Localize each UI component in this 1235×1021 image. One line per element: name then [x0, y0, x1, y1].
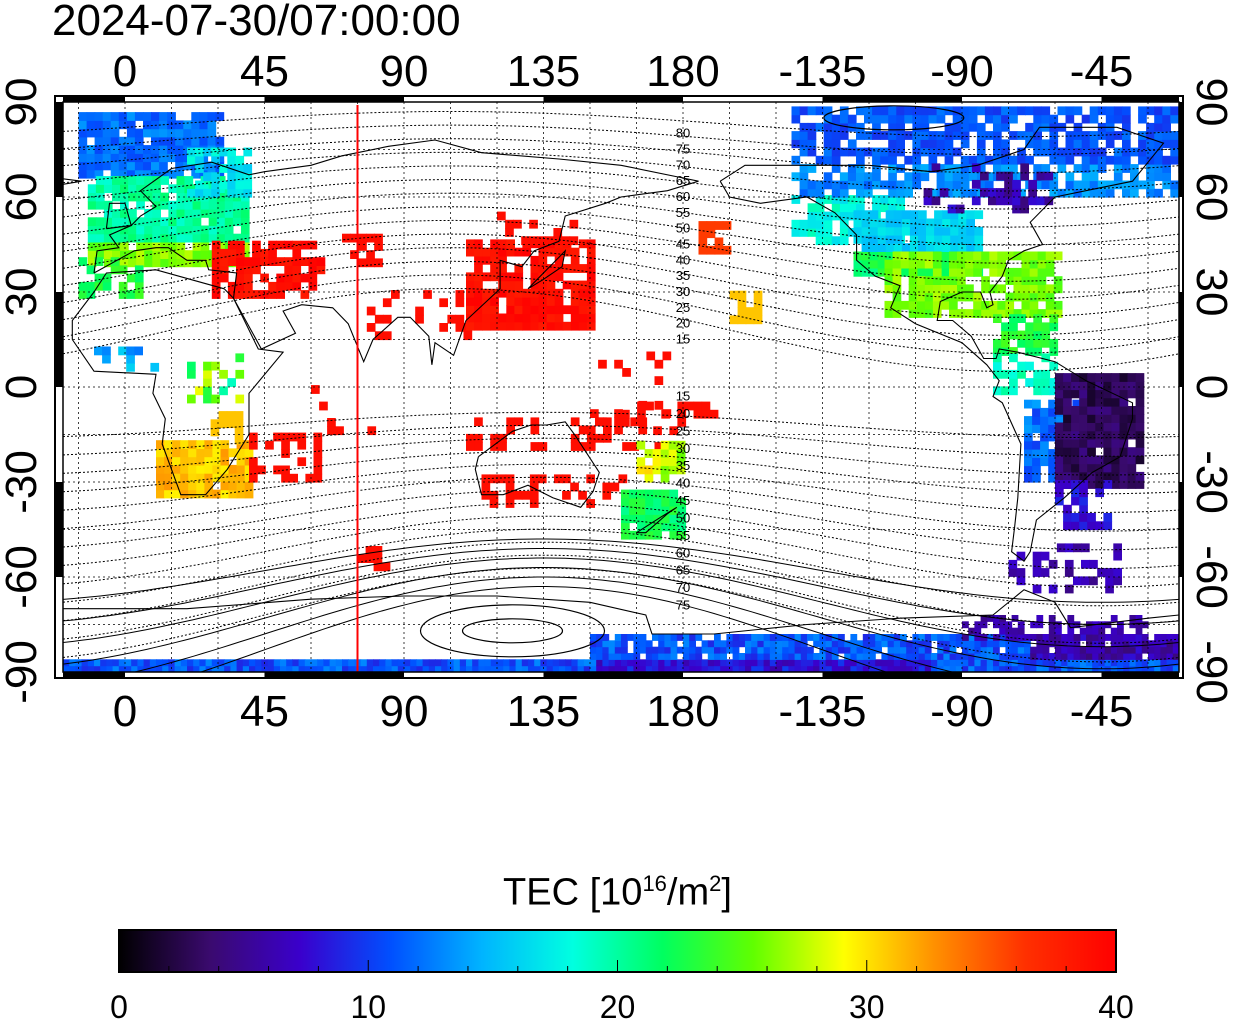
- lon-tick-label: 45: [240, 47, 289, 96]
- lat-tick-label: 30: [0, 268, 46, 317]
- colorbar-labels: 0 10 20 30 40: [110, 989, 1134, 1021]
- lon-tick-label: 180: [646, 687, 719, 736]
- lat-tick-label: -60: [0, 545, 46, 609]
- contour-value-label: 30: [676, 441, 690, 456]
- lat-tick-label: -60: [1187, 545, 1235, 609]
- map-timestamp: 2024-07-30/07:00:00: [52, 0, 461, 45]
- lon-tick-label: -135: [778, 47, 866, 96]
- contour-value-label: 15: [676, 389, 690, 404]
- lat-tick-labels-right: 90 60 30 0 -30 -60 -90: [1187, 78, 1235, 704]
- contour-value-label: 35: [676, 268, 690, 283]
- lon-tick-label: -90: [930, 47, 994, 96]
- lon-tick-label: 135: [507, 47, 580, 96]
- contour-value-label: 65: [676, 563, 690, 578]
- lon-tick-label: 135: [507, 687, 580, 736]
- colorbar-tick-label: 0: [110, 989, 128, 1021]
- contour-value-label: 70: [676, 580, 690, 595]
- contour-value-label: 75: [676, 142, 690, 157]
- lat-tick-label: 0: [1187, 375, 1235, 399]
- lon-tick-labels-bottom: 0 45 90 135 180 -135 -90 -45: [113, 687, 1134, 736]
- lon-tick-labels-top: 0 45 90 135 180 -135 -90 -45: [113, 47, 1134, 96]
- lon-tick-label: 0: [113, 687, 137, 736]
- lon-tick-label: -135: [778, 687, 866, 736]
- lat-tick-label: 0: [0, 375, 46, 399]
- contour-value-label: 15: [676, 332, 690, 347]
- lon-tick-label: -45: [1070, 47, 1134, 96]
- contour-value-label: 20: [676, 406, 690, 421]
- tec-world-map: 8075706560555045403530252015152025303540…: [0, 47, 1235, 736]
- contour-value-label: 35: [676, 458, 690, 473]
- contour-value-label: 25: [676, 300, 690, 315]
- contour-value-label: 75: [676, 598, 690, 613]
- lon-tick-label: 45: [240, 687, 289, 736]
- lat-tick-label: 60: [1187, 173, 1235, 222]
- contour-value-label: 45: [676, 237, 690, 252]
- tec-colorbar: 0 10 20 30 40: [110, 929, 1134, 1021]
- colorbar-tick-label: 20: [600, 989, 636, 1021]
- lat-tick-label: 90: [0, 78, 46, 127]
- contour-value-label: 40: [676, 252, 690, 267]
- contour-value-label: 80: [676, 126, 690, 141]
- contour-value-label: 65: [676, 173, 690, 188]
- contour-value-label: 30: [676, 284, 690, 299]
- colorbar-tick-label: 40: [1098, 989, 1134, 1021]
- contour-value-label: 70: [676, 157, 690, 172]
- lat-tick-label: 30: [1187, 268, 1235, 317]
- lat-tick-label: 90: [1187, 78, 1235, 127]
- colorbar-tick-label: 10: [350, 989, 386, 1021]
- coastlines: [63, 126, 1179, 635]
- lat-tick-labels-left: 90 60 30 0 -30 -60 -90: [0, 78, 46, 704]
- colorbar-ticks: [118, 960, 1117, 972]
- contour-value-label: 25: [676, 423, 690, 438]
- lat-tick-label: -90: [0, 640, 46, 704]
- tec-data-cells: [63, 106, 1179, 672]
- contour-value-label: 40: [676, 476, 690, 491]
- contour-value-label: 45: [676, 493, 690, 508]
- contour-value-label: 60: [676, 189, 690, 204]
- lat-tick-label: -30: [0, 450, 46, 514]
- lon-tick-label: -90: [930, 687, 994, 736]
- lat-tick-label: 60: [0, 173, 46, 222]
- lon-tick-label: 0: [113, 47, 137, 96]
- lat-tick-label: -90: [1187, 640, 1235, 704]
- lon-tick-label: 180: [646, 47, 719, 96]
- contour-value-label: 50: [676, 221, 690, 236]
- tec-contours: [63, 105, 1179, 672]
- contour-value-label: 60: [676, 545, 690, 560]
- lon-tick-label: 90: [380, 687, 429, 736]
- frame-tick-bars: [55, 96, 1183, 678]
- colorbar-title: TEC [1016/m2]: [503, 871, 732, 914]
- lon-tick-label: -45: [1070, 687, 1134, 736]
- contour-value-label: 20: [676, 316, 690, 331]
- contour-value-label: 55: [676, 205, 690, 220]
- contour-labels: 8075706560555045403530252015152025303540…: [676, 126, 690, 613]
- contour-value-label: 50: [676, 510, 690, 525]
- lat-tick-label: -30: [1187, 450, 1235, 514]
- colorbar-tick-label: 30: [849, 989, 885, 1021]
- map-plot-area: 8075706560555045403530252015152025303540…: [63, 102, 1179, 672]
- lon-tick-label: 90: [380, 47, 429, 96]
- contour-value-label: 55: [676, 528, 690, 543]
